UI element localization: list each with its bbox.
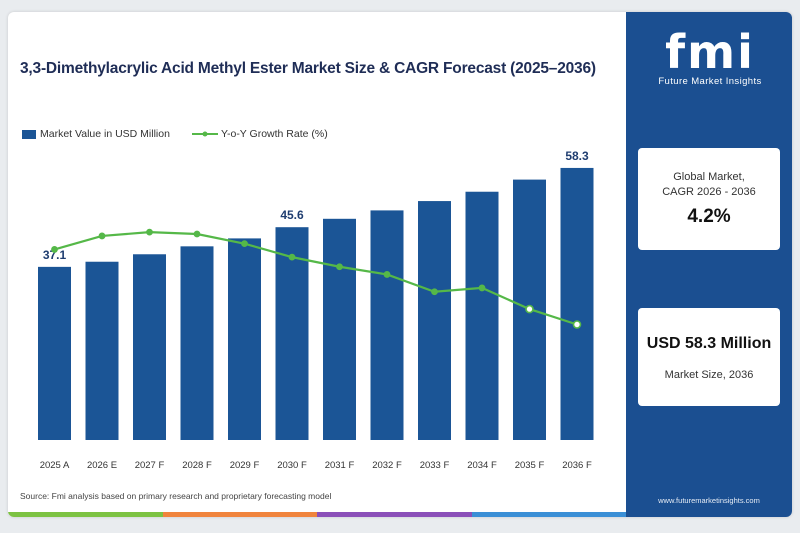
market-size-card: USD 58.3 Million Market Size, 2036: [638, 308, 780, 406]
data-label-5: 45.6: [280, 208, 304, 222]
bar-1: [85, 261, 119, 440]
legend-bar-swatch: [22, 129, 36, 139]
growth-point-1: [98, 232, 106, 240]
growth-point-8: [431, 288, 438, 296]
x-tick-label-7: 2032 F: [372, 460, 402, 471]
market-size-value: USD 58.3 Million: [646, 335, 772, 352]
cagr-card: Global Market, CAGR 2026 - 2036 4.2%: [638, 148, 780, 250]
data-label-0: 37.1: [43, 248, 67, 262]
growth-point-9: [478, 284, 486, 292]
bar-4: [228, 238, 261, 440]
growth-point-5: [288, 253, 296, 261]
bar-line-chart: 2025 A 37.1 2026 E 2027 F 2028 F 2029 F 2030 F…: [38, 149, 594, 471]
side-panel: fmi Future Market Insights Global Market…: [626, 12, 792, 517]
cagr-value: 4.2%: [687, 206, 731, 227]
x-tick-label-4: 2029 F: [230, 460, 260, 471]
x-tick-label-11: 2036 F: [562, 460, 592, 471]
bar-3: [180, 246, 214, 440]
infographic-frame: 3,3-Dimethylacrylic Acid Methyl Ester Ma…: [8, 12, 792, 517]
bottom-color-strip: [8, 512, 626, 517]
legend-bar-label: Market Value in USD Million: [40, 128, 170, 140]
x-tick-label-2: 2027 F: [135, 460, 165, 471]
chart-area: 3,3-Dimethylacrylic Acid Methyl Ester Ma…: [8, 12, 626, 517]
growth-point-10: [525, 304, 534, 314]
growth-point-2: [146, 228, 153, 236]
cagr-label: Global Market, CAGR 2026 - 2036: [638, 148, 780, 200]
fmi-logo: fmi Future Market Insights: [640, 26, 780, 87]
bar-8: [418, 201, 451, 440]
source-note: Source: Fmi analysis based on primary re…: [20, 491, 332, 501]
logo-mark: fmi: [665, 25, 755, 79]
bar-0: [38, 266, 71, 440]
bar-6: [323, 218, 356, 440]
legend-line-label: Y-o-Y Growth Rate (%): [220, 128, 328, 140]
website-url: www.futuremarketinsights.com: [658, 496, 760, 505]
bar-11: [560, 167, 594, 440]
x-tick-label-1: 2026 E: [87, 460, 117, 471]
x-tick-label-10: 2035 F: [515, 460, 545, 471]
x-tick-label-8: 2033 F: [420, 460, 450, 471]
cagr-label-line2: CAGR 2026 - 2036: [662, 186, 756, 198]
growth-point-6: [336, 263, 343, 271]
chart-title: 3,3-Dimethylacrylic Acid Methyl Ester Ma…: [20, 60, 596, 77]
x-tick-label-5: 2030 F: [277, 460, 307, 471]
growth-point-4: [241, 240, 248, 248]
x-tick-label-9: 2034 F: [467, 460, 497, 471]
bar-7: [370, 210, 404, 440]
x-tick-label-0: 2025 A: [40, 460, 70, 471]
market-size-label: Market Size, 2036: [664, 369, 754, 381]
bar-2: [133, 254, 166, 440]
growth-rate-line: [54, 230, 578, 326]
cagr-label-line1: Global Market,: [673, 171, 745, 183]
bar-9: [465, 191, 499, 440]
growth-point-7: [383, 271, 391, 278]
legend-line-swatch: [191, 131, 218, 137]
x-tick-label-6: 2031 F: [325, 460, 355, 471]
bar-5: [275, 227, 309, 440]
data-label-11: 58.3: [565, 149, 589, 163]
growth-point-3: [193, 230, 201, 238]
growth-point-0: [51, 246, 58, 253]
x-tick-label-3: 2028 F: [182, 460, 212, 471]
growth-point-11: [572, 320, 582, 329]
logo-subtitle: Future Market Insights: [658, 76, 762, 87]
chart-legend: Market Value in USD Million Y-o-Y Growth…: [22, 128, 328, 140]
